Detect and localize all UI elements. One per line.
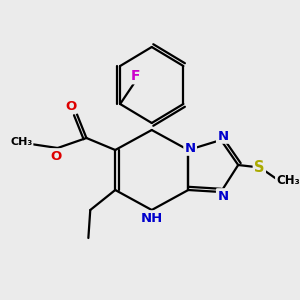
Text: N: N xyxy=(217,130,228,142)
Text: O: O xyxy=(65,100,77,112)
Text: S: S xyxy=(254,160,265,175)
Text: N: N xyxy=(184,142,196,154)
Text: CH₃: CH₃ xyxy=(276,175,300,188)
Text: N: N xyxy=(217,190,228,202)
Text: NH: NH xyxy=(141,212,163,224)
Text: CH₃: CH₃ xyxy=(10,137,32,147)
Text: F: F xyxy=(131,69,140,83)
Text: O: O xyxy=(50,149,61,163)
